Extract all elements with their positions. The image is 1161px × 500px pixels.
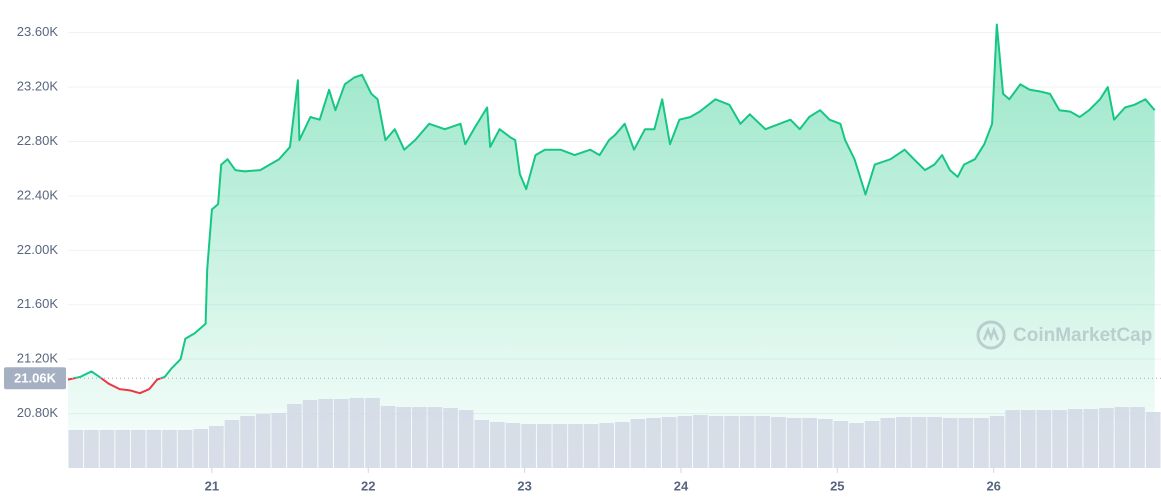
volume-bar xyxy=(864,421,880,468)
volume-bar xyxy=(1005,410,1020,468)
volume-bar xyxy=(396,407,412,468)
volume-bar xyxy=(630,419,646,468)
y-tick-label: 23.20K xyxy=(17,79,59,94)
volume-bar xyxy=(349,398,365,468)
volume-bar xyxy=(162,430,177,468)
volume-bar xyxy=(115,430,130,468)
volume-bar xyxy=(427,407,443,468)
volume-bar xyxy=(193,429,209,468)
volume-bar xyxy=(209,426,224,468)
volume-bar xyxy=(1083,409,1099,468)
volume-bar xyxy=(271,413,287,468)
volume-bar xyxy=(99,430,115,468)
volume-bar xyxy=(240,416,255,468)
volume-bar xyxy=(287,404,302,468)
volume-bar xyxy=(255,414,271,468)
x-tick-label: 22 xyxy=(361,478,375,493)
volume-bar xyxy=(849,423,864,468)
volume-bar xyxy=(568,424,583,468)
volume-bar xyxy=(833,421,849,468)
y-tick-label: 22.00K xyxy=(17,242,59,257)
watermark-logo xyxy=(982,326,1000,342)
y-tick-label: 22.40K xyxy=(17,187,59,202)
watermark-text: CoinMarketCap xyxy=(1013,325,1152,346)
volume-bar xyxy=(708,416,724,468)
y-tick-label: 21.20K xyxy=(17,351,59,366)
volume-bar xyxy=(755,416,771,468)
y-tick-label: 21.60K xyxy=(17,296,59,311)
volume-bar xyxy=(1114,407,1130,468)
y-tick-label: 23.60K xyxy=(17,24,59,39)
volume-bar xyxy=(318,399,333,468)
volume-bar xyxy=(1099,408,1114,468)
volume-bar xyxy=(661,417,677,468)
x-tick-label: 23 xyxy=(517,478,531,493)
volume-bar xyxy=(646,418,661,468)
x-tick-label: 24 xyxy=(674,478,689,493)
volume-bar xyxy=(68,430,84,468)
volume-bar xyxy=(1020,410,1036,468)
volume-bar xyxy=(817,419,833,468)
volume-bar xyxy=(771,417,786,468)
volume-bar xyxy=(896,417,911,468)
volume-bar xyxy=(380,406,396,468)
volume-bar xyxy=(958,418,974,468)
volume-bar xyxy=(333,399,349,468)
volume-bar xyxy=(911,417,927,468)
volume-bar xyxy=(583,424,599,468)
volume-bar xyxy=(942,418,958,468)
volume-bar xyxy=(505,423,521,468)
volume-bar xyxy=(224,420,240,468)
volume-bar xyxy=(739,416,755,468)
volume-bar xyxy=(412,407,427,468)
x-tick-label: 26 xyxy=(986,478,1000,493)
volume-bar xyxy=(1052,410,1067,468)
volume-bar xyxy=(302,400,318,468)
volume-bar xyxy=(786,418,802,468)
volume-bar xyxy=(989,416,1005,468)
price-line xyxy=(67,23,1156,395)
baseline-label: 21.06K xyxy=(14,371,57,386)
volume-bar xyxy=(599,423,614,468)
price-area xyxy=(68,24,1155,468)
volume-bar xyxy=(974,418,989,468)
volume-bar xyxy=(365,398,380,468)
volume-bar xyxy=(1067,409,1083,468)
volume-bar xyxy=(146,430,162,468)
volume-bar xyxy=(1145,412,1161,468)
volume-bar xyxy=(677,416,693,468)
volume-bar xyxy=(443,408,458,468)
volume-bar xyxy=(130,430,146,468)
volume-bar xyxy=(927,417,942,468)
volume-bar xyxy=(1036,410,1052,468)
volume-bar xyxy=(536,424,552,468)
x-tick-label: 25 xyxy=(830,478,844,493)
volume-bar xyxy=(177,430,193,468)
volume-bar xyxy=(802,418,817,468)
watermark-logo xyxy=(976,320,1006,350)
volume-bar xyxy=(84,430,99,468)
y-tick-label: 22.80K xyxy=(17,133,59,148)
volume-bar xyxy=(1130,407,1145,468)
volume-bar xyxy=(724,416,739,468)
volume-bar xyxy=(615,422,630,468)
volume-bar xyxy=(458,410,474,468)
watermark: CoinMarketCap xyxy=(976,320,1152,350)
x-tick-label: 21 xyxy=(205,478,219,493)
volume-bar xyxy=(474,420,490,468)
volume-bar xyxy=(880,418,896,468)
baseline-label-box xyxy=(4,367,66,390)
volume-bar xyxy=(693,415,708,468)
volume-bar xyxy=(521,424,536,468)
y-tick-label: 20.80K xyxy=(17,405,59,420)
volume-bar xyxy=(552,424,568,468)
volume-bar xyxy=(490,422,505,468)
